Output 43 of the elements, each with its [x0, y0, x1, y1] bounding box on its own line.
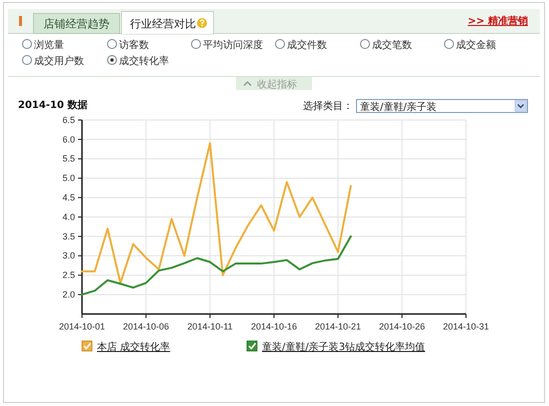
text: 成交笔数 [372, 38, 412, 51]
y-tick-label: 6.5 [62, 114, 75, 125]
radio-button[interactable] [275, 39, 285, 49]
x-tick-label: 2014-10-16 [250, 321, 298, 332]
text: 成交金额 [456, 38, 496, 51]
radio-button[interactable] [107, 39, 117, 49]
y-tick-label: 3.0 [62, 250, 75, 261]
text: >> 精准营销 [468, 15, 528, 27]
x-tick-label: 2014-10-01 [58, 321, 106, 332]
y-tick-label: 2.0 [62, 289, 75, 300]
text: 收起指标 [257, 78, 297, 90]
dropdown[interactable]: 童装/童鞋/亲子装 [356, 99, 528, 113]
legend-label: 本店 成交转化率 [97, 341, 170, 353]
line-series [81, 142, 352, 284]
text: 访客数 [119, 38, 149, 51]
collapse-button[interactable] [236, 77, 312, 90]
radio-button[interactable] [191, 39, 201, 49]
y-tick-label: 4.0 [62, 212, 75, 222]
legend-label: 童装/童鞋/亲子装3钻成交转化率均值 [262, 341, 426, 353]
radio-button[interactable] [444, 39, 454, 49]
text: 平均访问深度 [203, 38, 263, 51]
text: 成交件数 [287, 38, 327, 51]
y-tick-label: 3.5 [62, 231, 75, 242]
x-tick-label: 2014-10-31 [442, 321, 490, 332]
chart-title: 2014-10 数据 [18, 99, 88, 111]
y-tick-label: 2.5 [62, 270, 75, 280]
x-tick-label: 2014-10-11 [187, 321, 233, 332]
y-tick-label: 5.5 [62, 154, 75, 164]
tab[interactable]: 店铺经营趋势 [33, 13, 120, 34]
x-tick-label: 2014-10-06 [122, 321, 170, 332]
text: 成交转化率 [119, 54, 169, 67]
text: 选择类目： [303, 100, 353, 112]
text: 浏览量 [34, 38, 64, 51]
line-series [81, 235, 352, 296]
y-tick-label: 5.0 [62, 173, 75, 184]
x-tick-label: 2014-10-21 [314, 321, 362, 332]
x-tick-label: 2014-10-26 [378, 321, 426, 332]
text: 成交用户数 [34, 54, 84, 67]
y-tick-label: 6.0 [62, 134, 75, 144]
y-tick-label: 4.5 [62, 192, 75, 202]
radio-button[interactable] [360, 39, 370, 49]
radio-button-selected[interactable] [107, 55, 117, 65]
tab[interactable]: 行业经营对比 [121, 11, 214, 34]
